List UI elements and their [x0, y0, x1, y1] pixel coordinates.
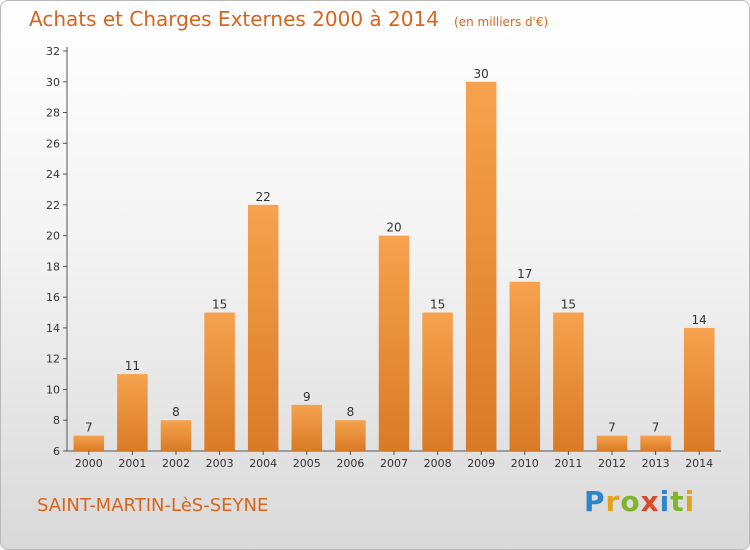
bar — [683, 327, 715, 451]
y-tick-label: 16 — [46, 291, 60, 304]
bar-value-label: 15 — [430, 298, 445, 312]
y-tick-label: 10 — [46, 383, 60, 396]
brand-letter: P — [584, 485, 606, 518]
brand-letter: t — [670, 485, 685, 518]
brand-letter: o — [620, 485, 641, 518]
bar-value-label: 7 — [608, 421, 616, 435]
y-tick-label: 26 — [46, 137, 60, 150]
x-tick-label: 2007 — [380, 457, 408, 470]
chart-title-row: Achats et Charges Externes 2000 à 2014 (… — [29, 7, 548, 31]
y-tick-label: 28 — [46, 107, 60, 120]
bar — [640, 435, 671, 451]
y-tick-label: 24 — [46, 168, 60, 181]
brand-letter: i — [659, 485, 671, 518]
chart-unit: (en milliers d'€) — [454, 15, 549, 29]
bar — [596, 435, 628, 451]
bar — [465, 81, 497, 452]
y-tick-label: 30 — [46, 76, 60, 89]
bar — [117, 374, 148, 451]
x-tick-label: 2009 — [467, 457, 495, 470]
y-tick-label: 6 — [53, 445, 60, 458]
bar — [291, 404, 323, 451]
brand-letter: x — [640, 485, 660, 518]
bar-value-label: 14 — [692, 313, 707, 327]
bar-value-label: 9 — [303, 390, 311, 404]
x-tick-label: 2004 — [249, 457, 277, 470]
y-tick-label: 14 — [46, 322, 60, 335]
bar — [335, 420, 366, 451]
x-tick-label: 2008 — [424, 457, 452, 470]
bar-value-label: 8 — [172, 405, 180, 419]
bar-value-label: 7 — [85, 421, 93, 435]
x-tick-label: 2014 — [685, 457, 713, 470]
x-tick-label: 2000 — [75, 457, 103, 470]
y-tick-label: 12 — [46, 353, 60, 366]
bar-value-label: 20 — [386, 221, 401, 235]
bar — [422, 312, 453, 451]
y-tick-label: 32 — [46, 45, 60, 58]
x-tick-label: 2003 — [206, 457, 234, 470]
y-tick-label: 20 — [46, 230, 60, 243]
y-tick-label: 22 — [46, 199, 60, 212]
bar — [73, 435, 105, 451]
bar-value-label: 30 — [474, 67, 489, 81]
bar — [204, 312, 235, 451]
x-tick-label: 2001 — [118, 457, 146, 470]
x-tick-label: 2010 — [511, 457, 539, 470]
bar-value-label: 11 — [125, 359, 140, 373]
x-tick-label: 2011 — [554, 457, 582, 470]
x-tick-label: 2012 — [598, 457, 626, 470]
brand-logo: Proxiti — [584, 485, 695, 518]
bar-value-label: 8 — [347, 405, 355, 419]
location-name: SAINT-MARTIN-LèS-SEYNE — [37, 495, 269, 516]
x-tick-label: 2002 — [162, 457, 190, 470]
brand-letter: i — [684, 485, 696, 518]
bar — [160, 420, 192, 451]
y-tick-label: 8 — [53, 414, 60, 427]
y-tick-label: 18 — [46, 260, 60, 273]
bar — [553, 312, 584, 451]
brand-letter: r — [605, 485, 621, 518]
bar — [247, 204, 279, 451]
axes: 6 8 10 12 14 16 18 20 22 24 26 28 30 32 2000 2001 2002 20… — [46, 45, 721, 470]
chart-title: Achats et Charges Externes 2000 à 2014 — [29, 7, 439, 31]
x-tick-label: 2006 — [336, 457, 364, 470]
x-tick-label: 2013 — [642, 457, 670, 470]
bar-value-label: 15 — [561, 298, 576, 312]
bar-value-label: 17 — [517, 267, 532, 281]
bar — [378, 235, 410, 451]
bar-value-label: 7 — [652, 421, 660, 435]
x-tick-label: 2005 — [293, 457, 321, 470]
bar-value-label: 22 — [256, 190, 271, 204]
data-labels: 7 11 8 15 22 9 8 20 15 30 17 15 7 7 14 — [85, 67, 707, 435]
bars — [73, 81, 715, 452]
bar — [509, 281, 541, 451]
bar-value-label: 15 — [212, 298, 227, 312]
